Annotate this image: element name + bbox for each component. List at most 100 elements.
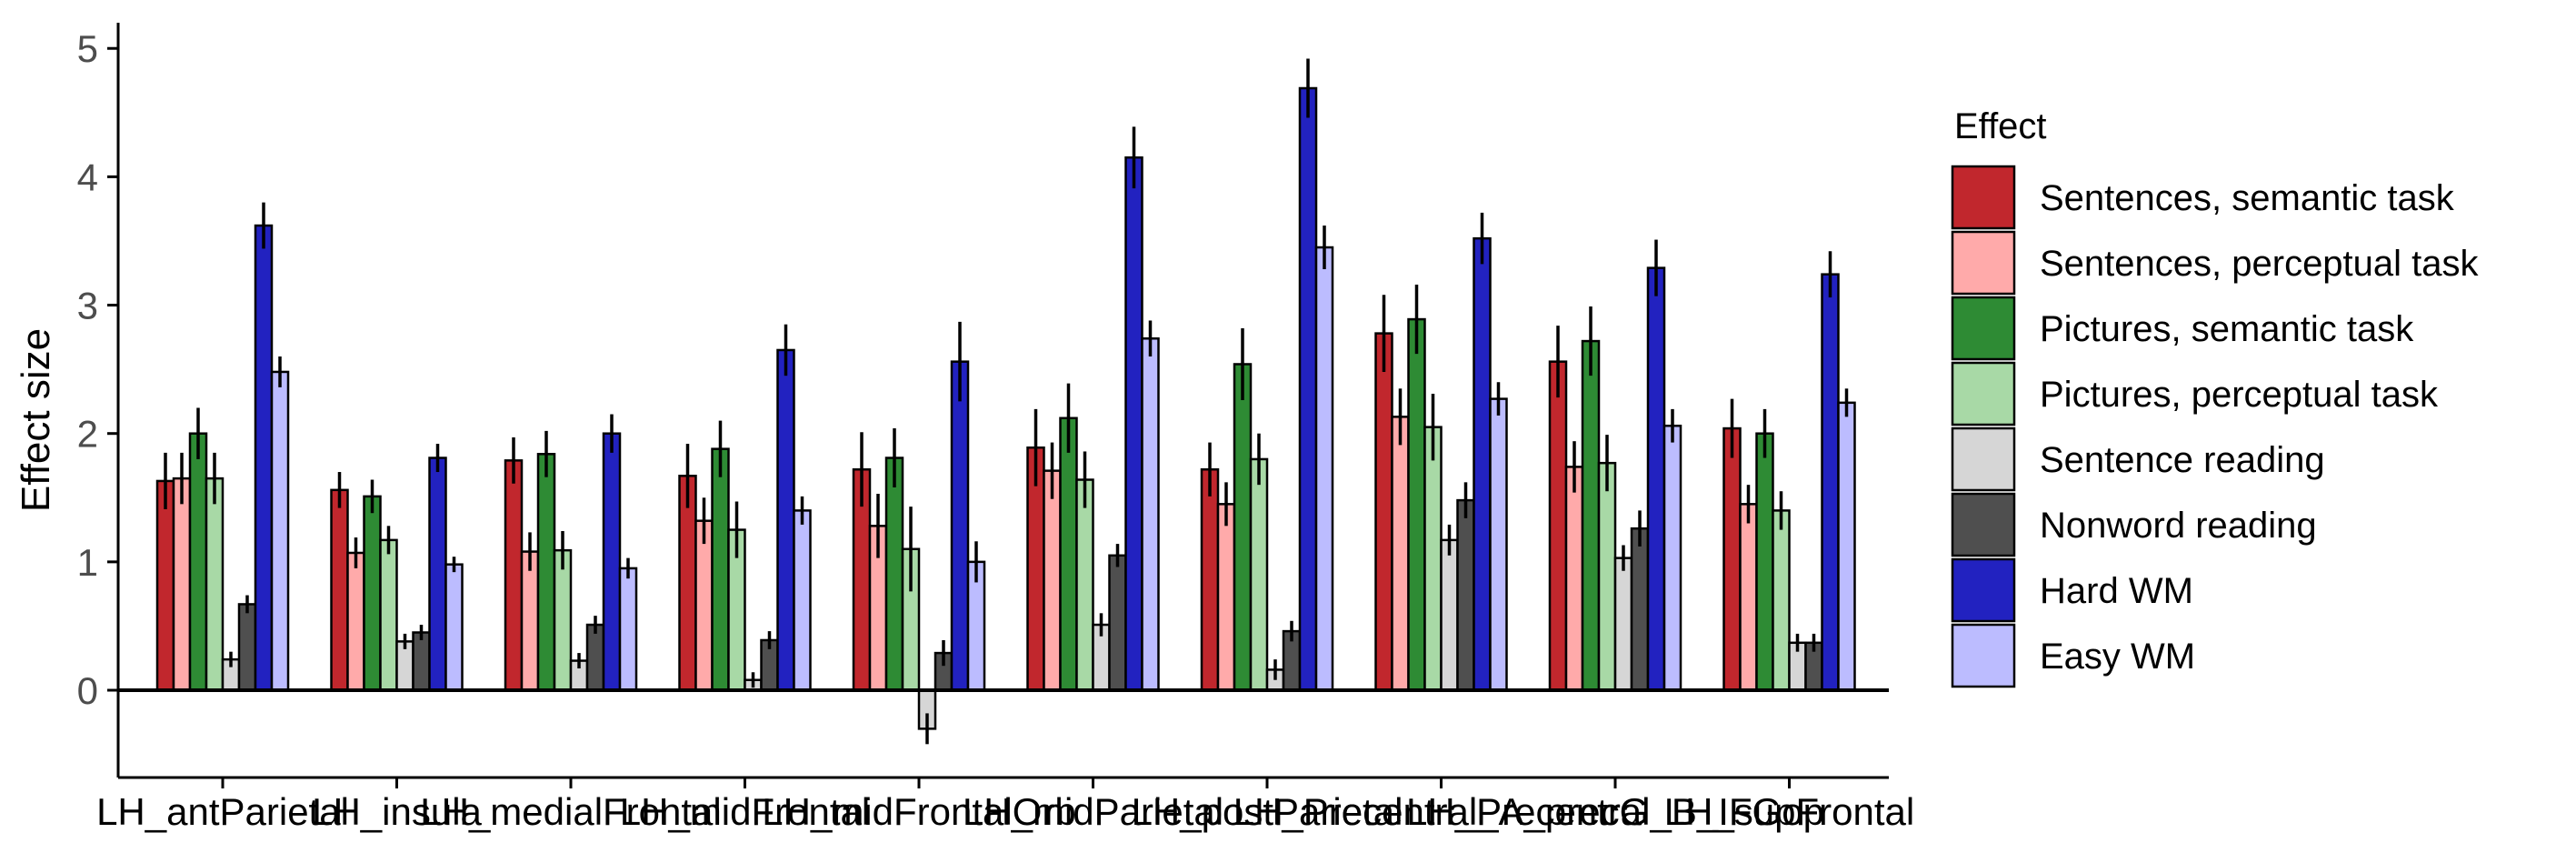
legend-label: Hard WM: [2040, 571, 2193, 611]
y-tick-label: 0: [77, 669, 98, 712]
legend-key: [1951, 361, 2016, 426]
bar: [205, 477, 225, 692]
bar: [1423, 426, 1443, 692]
plot-area: [155, 58, 1856, 745]
bar: [1141, 336, 1160, 692]
bar: [585, 623, 605, 692]
bar: [1772, 509, 1791, 692]
bar: [1755, 432, 1774, 692]
legend-key: [1951, 623, 2016, 688]
legend-label: Pictures, semantic task: [2040, 309, 2414, 349]
bar: [1440, 538, 1459, 692]
bar: [1739, 503, 1758, 692]
y-tick-label: 3: [77, 285, 98, 327]
legend-label: Sentences, semantic task: [2040, 178, 2455, 218]
bar: [1548, 360, 1568, 692]
bar: [428, 457, 447, 692]
legend-key: [1951, 230, 2016, 296]
bar: [1314, 246, 1334, 692]
x-tick-label: LH_midParietal: [963, 790, 1223, 833]
bar: [1075, 478, 1094, 692]
bar: [884, 457, 904, 692]
x-tick-label: LH_midFrontal: [620, 790, 870, 833]
bar: [678, 475, 697, 692]
bar: [330, 488, 349, 692]
legend-key: [1951, 557, 2016, 623]
bar: [711, 447, 730, 692]
bar: [444, 563, 464, 692]
bar: [172, 477, 192, 692]
x-tick-label: LH_medialFrontal: [420, 790, 722, 833]
x-tick-label: LH_antParietal: [96, 790, 349, 833]
bar: [1722, 426, 1742, 692]
bar: [254, 224, 274, 692]
bar: [793, 509, 812, 692]
legend-key: [1951, 165, 2016, 230]
legend-label: Nonword reading: [2040, 506, 2317, 546]
x-tick-label: LH_insula: [312, 790, 482, 833]
legend-key: [1951, 492, 2016, 557]
x-tick-label: LH_midFrontalOrb: [762, 790, 1075, 833]
bar: [188, 432, 208, 692]
x-tick-label: LH_Precentral_A_precG: [1233, 790, 1650, 833]
bar: [536, 453, 556, 692]
bar: [1298, 86, 1318, 692]
legend-label: Sentences, perceptual task: [2040, 244, 2480, 284]
bar: [412, 631, 431, 692]
bar: [1456, 498, 1475, 692]
bar: [1391, 416, 1410, 692]
bar: [520, 550, 540, 692]
bar: [1662, 424, 1682, 692]
bar: [1597, 461, 1617, 692]
bar: [1249, 457, 1269, 692]
legend-label: Pictures, perceptual task: [2040, 375, 2439, 415]
bar: [1473, 236, 1492, 692]
y-tick-label: 1: [77, 541, 98, 584]
bar: [504, 459, 524, 692]
bar: [1581, 339, 1601, 692]
bar: [1124, 156, 1143, 692]
bar: [1564, 466, 1584, 692]
bar: [618, 567, 638, 692]
legend-label: Easy WM: [2040, 637, 2195, 677]
bar: [1407, 317, 1426, 692]
bar: [776, 348, 795, 692]
legend-key: [1951, 426, 2016, 492]
bar: [1374, 332, 1393, 692]
y-tick-label: 4: [77, 156, 98, 198]
legend-label: Sentence reading: [2040, 440, 2325, 480]
bar: [553, 548, 573, 692]
bar: [694, 519, 714, 692]
y-axis-label: Effect size: [14, 328, 58, 512]
bar: [1613, 557, 1633, 692]
bar: [950, 360, 970, 692]
x-tick-label: LH_supFrontal: [1664, 790, 1914, 833]
y-tick-label: 2: [77, 413, 98, 456]
bar: [1837, 401, 1856, 692]
bar: [1646, 266, 1666, 692]
bar: [1821, 273, 1840, 692]
legend-title: Effect: [1954, 106, 2047, 146]
bar: [602, 432, 622, 692]
bar: [270, 370, 290, 692]
bar: [379, 538, 398, 692]
bar: [1630, 527, 1650, 692]
bar: [1216, 503, 1236, 692]
bar: [1043, 469, 1062, 692]
bar: [363, 495, 382, 692]
bar: [1489, 397, 1508, 692]
bar: [237, 603, 257, 692]
x-tick-label: LH_postParietal: [1132, 790, 1403, 833]
bar: [346, 551, 365, 692]
y-tick-label: 5: [77, 27, 98, 70]
bar: [1059, 416, 1078, 692]
x-tick-label: LH_Precentral_B_IFGop: [1406, 790, 1824, 833]
bar: [1108, 554, 1127, 692]
legend: Effect Sentences, semantic task Sentences…: [1951, 106, 2480, 688]
axes: Effect size 0 1 2 3 4 5 LH_antParietalLH_insul…: [14, 23, 1914, 833]
bar: [1200, 467, 1220, 692]
bar: [155, 479, 175, 692]
bar: [1233, 363, 1253, 692]
